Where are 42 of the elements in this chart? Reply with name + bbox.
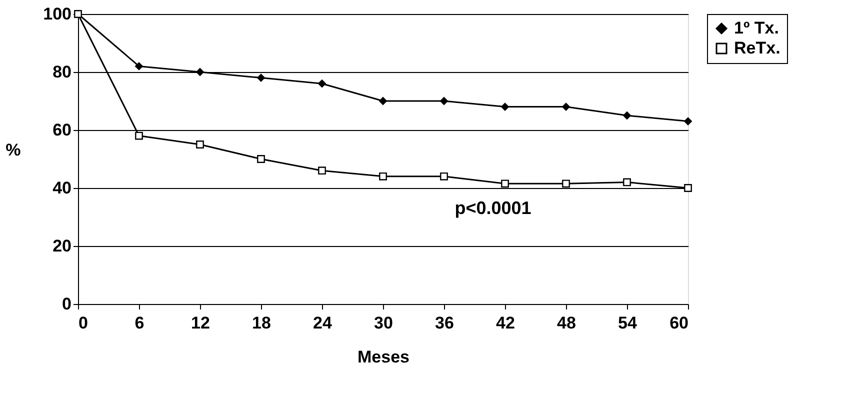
point <box>135 132 143 140</box>
point <box>257 155 265 163</box>
point <box>623 112 631 120</box>
point <box>501 102 509 111</box>
x-tick-label: 24 <box>313 314 332 332</box>
x-tick-label: 42 <box>496 314 515 332</box>
point <box>562 102 570 111</box>
x-tick-label: 12 <box>191 314 210 332</box>
point <box>379 97 387 105</box>
legend-label: ReTx. <box>734 38 780 58</box>
x-axis-title: Meses <box>358 348 410 366</box>
x-tick-label: 54 <box>618 314 638 332</box>
y-axis-title: % <box>6 140 21 160</box>
point <box>318 166 326 175</box>
point <box>684 117 692 126</box>
x-tick-label: 36 <box>435 314 454 332</box>
point <box>440 97 448 105</box>
point <box>623 178 631 186</box>
x-tick-label: 60 <box>670 314 688 332</box>
x-tick-label: 0 <box>78 314 88 332</box>
x-tick-label: 18 <box>252 314 271 332</box>
y-tick-label: 100 <box>43 4 72 24</box>
point <box>318 80 326 88</box>
y-tick-label: 60 <box>52 120 72 140</box>
annotation: p<0.0001 <box>454 198 532 218</box>
y-tick-label: 40 <box>52 178 72 198</box>
x-tick-label: 6 <box>134 314 144 332</box>
y-tick-label: 20 <box>52 236 72 256</box>
x-tick-label: 30 <box>374 314 393 332</box>
point <box>196 68 204 76</box>
point <box>379 172 387 180</box>
y-tick-label: 80 <box>52 62 72 82</box>
point <box>684 184 692 192</box>
point <box>440 172 448 180</box>
point <box>501 180 509 188</box>
point <box>196 140 204 148</box>
y-tick-label: 0 <box>62 294 72 314</box>
legend-label: 1º Tx. <box>734 18 779 38</box>
point <box>135 62 143 70</box>
point <box>257 74 265 82</box>
point <box>562 180 570 188</box>
x-tick-label: 48 <box>557 314 576 332</box>
